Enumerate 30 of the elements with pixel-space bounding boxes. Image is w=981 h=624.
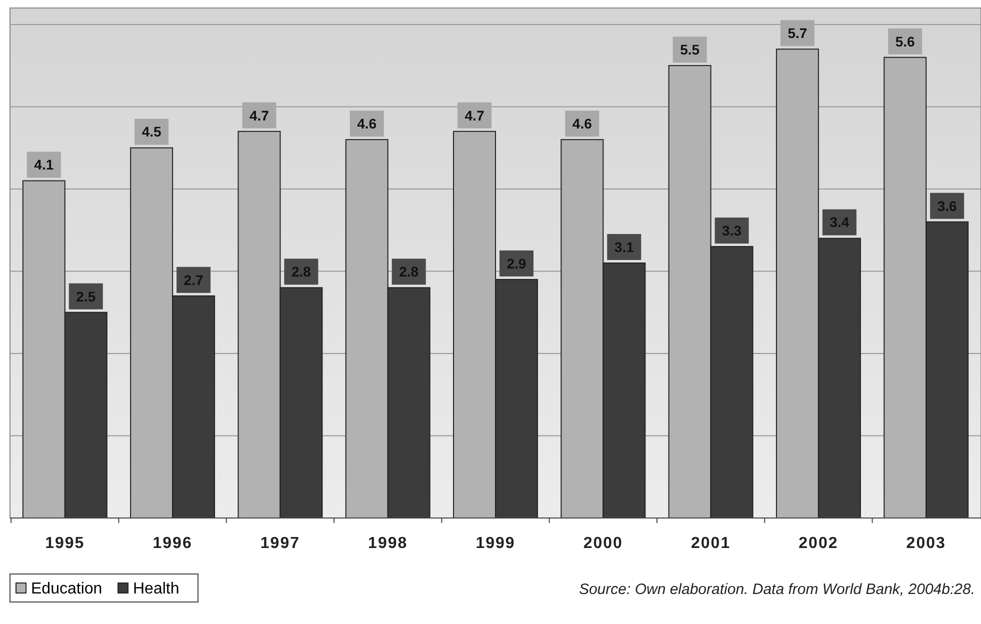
x-tick-label: 2003 — [906, 535, 946, 552]
data-label: 5.6 — [895, 33, 916, 50]
data-label: 3.1 — [614, 238, 634, 255]
x-tick-label: 1999 — [476, 535, 516, 552]
legend-label: Education — [31, 580, 102, 598]
x-tick-label: 1998 — [368, 535, 408, 552]
data-label: 2.7 — [184, 272, 204, 288]
data-label: 4.1 — [34, 156, 54, 173]
data-label: 4.6 — [572, 116, 592, 132]
data-label: 5.5 — [680, 41, 700, 58]
x-tick-label: 1997 — [260, 535, 300, 552]
data-label: 4.5 — [142, 124, 162, 140]
data-label: 3.4 — [830, 214, 850, 230]
data-label: 2.9 — [506, 255, 526, 272]
data-label: 3.6 — [937, 198, 958, 214]
x-tick-label: 1995 — [45, 535, 85, 552]
x-tick-label: 2001 — [691, 535, 731, 552]
data-label: 2.8 — [399, 264, 419, 280]
data-label: 4.7 — [464, 107, 484, 124]
x-tick-label: 2002 — [798, 535, 838, 552]
x-tick-label: 2000 — [583, 535, 623, 552]
data-label: 2.8 — [291, 264, 312, 280]
data-label: 4.7 — [249, 107, 270, 124]
data-label: 2.5 — [76, 288, 96, 304]
data-label: 5.7 — [788, 25, 808, 42]
source-note: Source: Own elaboration. Data from World Bank, 2004b:28. — [578, 581, 975, 598]
x-tick-label: 1996 — [152, 535, 192, 552]
data-label: 4.6 — [357, 116, 377, 132]
data-label: 3.3 — [722, 222, 742, 238]
legend-label: Health — [133, 580, 180, 598]
